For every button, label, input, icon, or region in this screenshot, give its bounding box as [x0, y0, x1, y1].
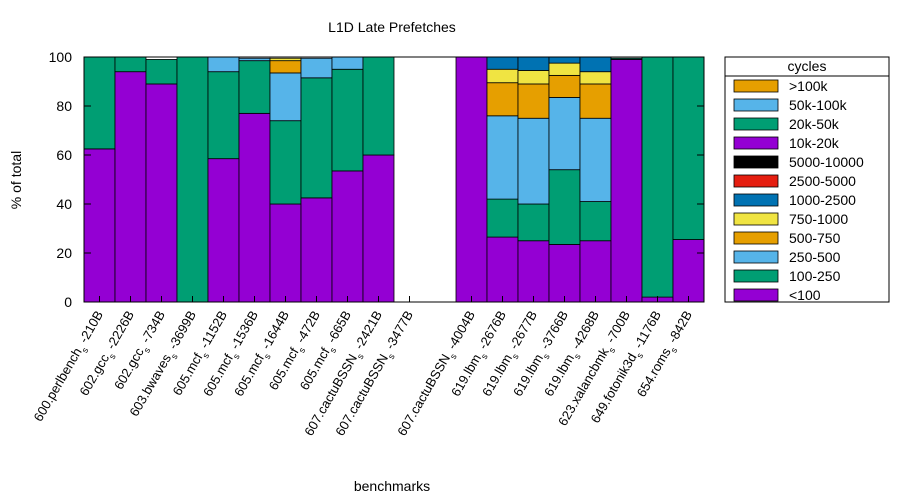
legend-swatch [733, 231, 779, 245]
y-tick-label: 100 [49, 49, 73, 65]
x-axis-label: benchmarks [354, 478, 430, 494]
bar-segment [145, 83, 178, 303]
y-tick-label: 80 [56, 98, 72, 114]
bar-segment [455, 56, 488, 303]
bar-segment [610, 59, 643, 303]
bar-segment [269, 120, 302, 205]
bar-segment [300, 197, 333, 303]
bar-segment [331, 68, 364, 172]
legend-label: 5000-10000 [789, 154, 864, 170]
bar-segment [517, 240, 550, 303]
y-tick-label: 40 [56, 196, 72, 212]
bar-segment [486, 236, 519, 303]
bar-segment [641, 56, 674, 298]
legend: cycles >100k 50k-100k 20k-50k 10k-20k 5000-1… [724, 56, 890, 303]
bar-segment [300, 57, 333, 79]
bar-segment [672, 56, 705, 240]
y-tick-label: 60 [56, 147, 72, 163]
y-tick-label: 0 [64, 294, 72, 310]
legend-title: cycles [788, 58, 827, 74]
bar-segment [517, 70, 550, 85]
bar-segment [486, 198, 519, 238]
bar-segment [238, 112, 271, 303]
bar-segment [83, 148, 116, 303]
bar-segment [579, 56, 612, 73]
bar-segment [610, 57, 643, 60]
legend-swatch [733, 136, 779, 150]
bar-segment [362, 56, 395, 156]
y-axis-label: % of total [8, 151, 24, 209]
bar-segment [176, 56, 209, 303]
bar-segment [517, 83, 550, 119]
y-tick-label: 20 [56, 245, 72, 261]
legend-label: 250-500 [789, 249, 841, 265]
legend-label: 50k-100k [789, 97, 848, 113]
plot-frame [83, 56, 705, 303]
legend-swatch [733, 79, 779, 93]
legend-label: 2500-5000 [789, 173, 856, 189]
bar-segment [331, 170, 364, 303]
bar-segment [207, 71, 240, 160]
bar-segment [331, 56, 364, 70]
bar-segment [548, 169, 581, 245]
legend-swatch [733, 98, 779, 112]
bar-segment [362, 154, 395, 303]
bar-segment [548, 74, 581, 98]
bar-segment [145, 59, 178, 85]
bar-segment [486, 82, 519, 117]
bar-segment [517, 56, 550, 71]
bar-segment [548, 56, 581, 64]
legend-swatch [733, 212, 779, 226]
legend-label: 1000-2500 [789, 192, 856, 208]
legend-swatch [733, 288, 779, 302]
legend-swatch [733, 117, 779, 131]
bar-segment [114, 71, 147, 303]
bar-segment [238, 60, 271, 114]
y-ticks: 0 20 40 60 80 100 [49, 49, 704, 310]
legend-swatch [733, 193, 779, 207]
legend-label: <100 [789, 287, 821, 303]
bar-segment [579, 201, 612, 242]
bar-segment [579, 83, 612, 119]
legend-frame [724, 56, 890, 303]
legend-label: 10k-20k [789, 135, 840, 151]
bar-segment [548, 62, 581, 76]
bar-segment [672, 239, 705, 303]
chart-title: L1D Late Prefetches [328, 19, 456, 35]
bar-segment [269, 72, 302, 122]
bar-segment [300, 77, 333, 199]
bar-segment [207, 56, 240, 73]
bar-segment [269, 203, 302, 303]
bar-segment [579, 117, 612, 202]
legend-label: 20k-50k [789, 116, 840, 132]
bar-segment [579, 240, 612, 303]
legend-label: 500-750 [789, 230, 841, 246]
bar-segment [548, 244, 581, 303]
legend-swatch [733, 269, 779, 283]
bar-segment [517, 117, 550, 205]
bar-segment [486, 115, 519, 200]
bar-segment [269, 57, 302, 62]
legend-label: >100k [789, 78, 829, 94]
legend-swatch [733, 155, 779, 169]
bars-layer [83, 56, 705, 303]
bar-segment [548, 97, 581, 171]
bar-segment [486, 68, 519, 84]
legend-swatch [733, 174, 779, 188]
bar-segment [207, 158, 240, 303]
bar-segment [486, 56, 519, 70]
bar-segment [238, 57, 271, 62]
bar-segment [83, 56, 116, 150]
bar-segment [517, 203, 550, 242]
legend-label: 750-1000 [789, 211, 848, 227]
bar-segment [269, 60, 302, 74]
legend-label: 100-250 [789, 268, 841, 284]
legend-swatch [733, 250, 779, 264]
bar-segment [579, 71, 612, 85]
bar-segment [114, 56, 147, 73]
